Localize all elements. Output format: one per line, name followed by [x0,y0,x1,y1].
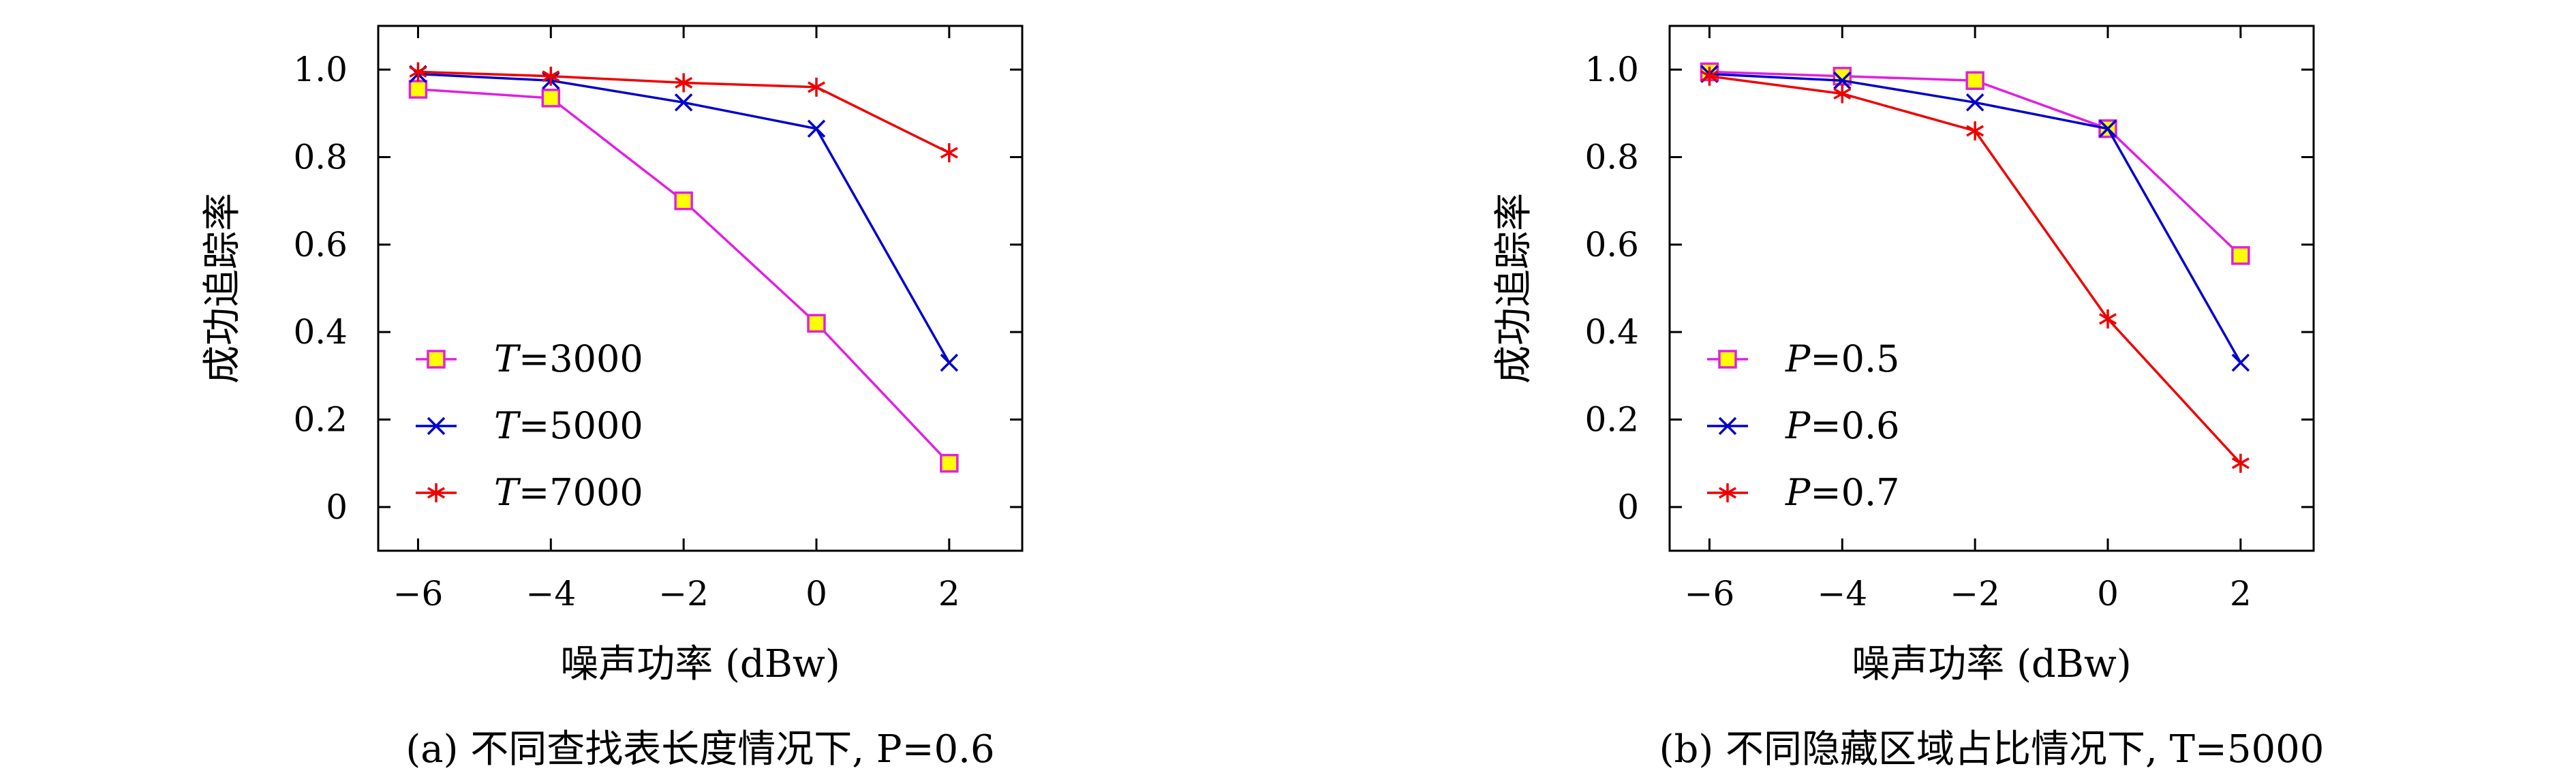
legend-marker [427,483,445,502]
data-point [2098,309,2117,329]
y-tick-label: 0 [326,487,348,527]
y-tick-label: 0.4 [293,312,348,352]
y-tick-label: 0 [1617,487,1639,527]
series-T=5000 [409,65,959,372]
y-axis-label: 成功追踪率 [1492,193,1536,384]
y-tick-label: 1.0 [1584,50,1639,89]
data-point [1965,93,1984,112]
legend-marker [1719,483,1736,502]
legend-label: T=5000 [494,404,643,447]
series-P=0.7 [1700,66,2250,473]
plot-frame [1668,25,2315,552]
data-point [940,143,958,163]
series-line [418,72,951,363]
panel-caption: (a) 不同查找表长度情况下, P=0.6 [405,727,994,772]
data-point [1833,84,1852,104]
legend-marker [1718,350,1737,369]
y-tick-label: 0.2 [293,400,348,440]
data-point [2231,453,2250,473]
legend-marker [427,416,446,436]
series-T=3000 [408,80,959,473]
series-T=7000 [409,62,958,163]
legend-label: P=0.6 [1785,404,1899,447]
data-point [940,353,959,372]
x-tick-label: 0 [806,574,827,613]
x-tick-label: −2 [1950,574,2000,613]
data-point [675,73,693,93]
legend-label: T=7000 [494,471,643,514]
x-tick-label: −2 [658,574,709,613]
x-tick-label: 2 [2230,574,2252,613]
data-point [1965,71,1984,90]
data-point [1966,121,1984,140]
legend-marker [1718,416,1737,436]
chart-panel-a: −6 −4 −2 0 2 0 0.2 0.4 0.6 0.8 1.0 噪声功率 (dBw) 成功追踪率 T… [200,25,1024,772]
data-point [1833,71,1852,90]
x-tick-label: 2 [938,574,960,613]
x-axis-label: 噪声功率 (dBw) [560,642,840,686]
x-tick-label: 0 [2097,574,2119,613]
x-axis-label: 噪声功率 (dBw) [1852,642,2131,686]
x-tick-label: −6 [393,574,444,613]
data-point [541,89,561,108]
data-point [409,62,427,82]
panel-caption: (b) 不同隐藏区域占比情况下, T=5000 [1659,727,2325,772]
data-point [2231,353,2250,372]
y-tick-label: 0.4 [1584,312,1639,352]
y-tick-label: 1.0 [293,50,348,89]
data-point [807,119,826,138]
x-tick-label: −6 [1685,574,1735,613]
data-point [542,66,560,86]
plot-frame [377,25,1024,552]
series-line [1709,70,2242,257]
data-point [940,453,959,473]
series-line [1709,72,2242,363]
x-tick-label: −4 [525,574,576,613]
legend-label: P=0.5 [1785,337,1899,380]
y-tick-label: 0.2 [1584,400,1639,440]
data-point [807,77,825,97]
legend-label: P=0.7 [1785,471,1899,514]
y-tick-label: 0.6 [293,225,348,264]
data-point [674,93,693,112]
y-tick-label: 0.8 [293,138,348,177]
legend-label: T=3000 [494,337,643,380]
data-point [674,191,693,211]
legend: P=0.5 P=0.6 P=0.7 [1707,337,1899,514]
data-point [2231,246,2250,265]
legend: T=3000 T=5000 T=7000 [416,337,643,514]
data-point [2098,119,2117,138]
data-point [408,80,428,99]
y-tick-label: 0.8 [1584,138,1639,177]
data-point [1700,66,1719,86]
series-P=0.6 [1700,65,2250,372]
legend-marker [427,350,446,369]
y-tick-label: 0.6 [1584,225,1639,264]
data-point [807,314,826,333]
chart-panel-b: −6 −4 −2 0 2 0 0.2 0.4 0.6 0.8 1.0 噪声功率 (dBw) 成功追踪率 P… [1492,25,2325,772]
y-axis-label: 成功追踪率 [200,193,245,384]
x-tick-label: −4 [1817,574,1867,613]
